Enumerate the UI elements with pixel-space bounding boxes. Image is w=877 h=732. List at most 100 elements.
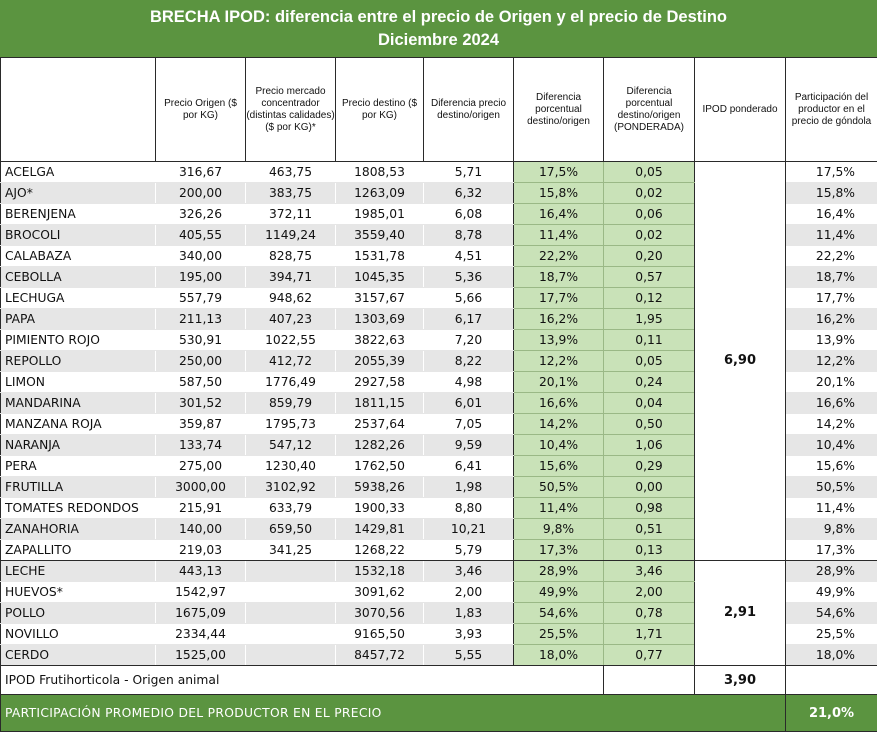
table-title: BRECHA IPOD: diferencia entre el precio …: [0, 0, 877, 57]
cell-ponderada: 0,02: [604, 183, 695, 204]
cell-diferencia: 5,66: [424, 288, 514, 309]
cell-diferencia: 7,20: [424, 330, 514, 351]
cell-pct: 22,2%: [514, 246, 604, 267]
ipod-ponderado-value: 6,90: [695, 162, 786, 561]
cell-diferencia: 5,55: [424, 645, 514, 666]
cell-precio-mercado: 1149,24: [246, 225, 336, 246]
footer-row: PARTICIPACIÓN PROMEDIO DEL PRODUCTOR EN …: [1, 695, 877, 732]
cell-pct: 49,9%: [514, 582, 604, 603]
header-ipod-ponderado: IPOD ponderado: [695, 58, 786, 162]
cell-precio-destino: 3091,62: [336, 582, 424, 603]
cell-ponderada: 0,02: [604, 225, 695, 246]
cell-participacion: 18,0%: [786, 645, 877, 666]
cell-product: TOMATES REDONDOS: [1, 498, 156, 519]
summary-row: IPOD Frutihorticola - Origen animal 3,90: [1, 666, 877, 695]
cell-pct: 10,4%: [514, 435, 604, 456]
cell-precio-origen: 2334,44: [156, 624, 246, 645]
cell-precio-mercado: 394,71: [246, 267, 336, 288]
cell-precio-origen: 326,26: [156, 204, 246, 225]
cell-participacion: 20,1%: [786, 372, 877, 393]
cell-precio-destino: 1429,81: [336, 519, 424, 540]
cell-product: NARANJA: [1, 435, 156, 456]
cell-participacion: 12,2%: [786, 351, 877, 372]
cell-precio-destino: 1985,01: [336, 204, 424, 225]
cell-precio-mercado: 1776,49: [246, 372, 336, 393]
cell-participacion: 18,7%: [786, 267, 877, 288]
cell-precio-mercado: [246, 561, 336, 582]
cell-pct: 16,6%: [514, 393, 604, 414]
cell-precio-origen: 587,50: [156, 372, 246, 393]
cell-product: CEBOLLA: [1, 267, 156, 288]
cell-precio-destino: 1045,35: [336, 267, 424, 288]
cell-ponderada: 0,57: [604, 267, 695, 288]
cell-ponderada: 0,11: [604, 330, 695, 351]
cell-precio-mercado: 547,12: [246, 435, 336, 456]
cell-product: NOVILLO: [1, 624, 156, 645]
cell-product: HUEVOS*: [1, 582, 156, 603]
cell-pct: 15,6%: [514, 456, 604, 477]
cell-diferencia: 1,98: [424, 477, 514, 498]
cell-ponderada: 1,71: [604, 624, 695, 645]
cell-pct: 50,5%: [514, 477, 604, 498]
cell-participacion: 15,6%: [786, 456, 877, 477]
cell-precio-destino: 5938,26: [336, 477, 424, 498]
cell-ponderada: 0,00: [604, 477, 695, 498]
cell-diferencia: 3,93: [424, 624, 514, 645]
cell-precio-destino: 1762,50: [336, 456, 424, 477]
summary-label: IPOD Frutihorticola - Origen animal: [1, 666, 604, 695]
cell-precio-mercado: 372,11: [246, 204, 336, 225]
cell-participacion: 50,5%: [786, 477, 877, 498]
cell-precio-destino: 1808,53: [336, 162, 424, 183]
cell-precio-origen: 133,74: [156, 435, 246, 456]
cell-product: AJO*: [1, 183, 156, 204]
cell-product: POLLO: [1, 603, 156, 624]
cell-precio-origen: 211,13: [156, 309, 246, 330]
cell-participacion: 54,6%: [786, 603, 877, 624]
cell-product: PAPA: [1, 309, 156, 330]
cell-product: CALABAZA: [1, 246, 156, 267]
cell-participacion: 14,2%: [786, 414, 877, 435]
cell-precio-mercado: 341,25: [246, 540, 336, 561]
cell-pct: 16,2%: [514, 309, 604, 330]
cell-diferencia: 5,79: [424, 540, 514, 561]
cell-precio-destino: 8457,72: [336, 645, 424, 666]
cell-diferencia: 8,78: [424, 225, 514, 246]
cell-ponderada: 0,51: [604, 519, 695, 540]
cell-precio-destino: 1531,78: [336, 246, 424, 267]
cell-precio-origen: 301,52: [156, 393, 246, 414]
cell-ponderada: 0,29: [604, 456, 695, 477]
cell-precio-origen: 200,00: [156, 183, 246, 204]
cell-diferencia: 6,08: [424, 204, 514, 225]
cell-participacion: 9,8%: [786, 519, 877, 540]
header-diferencia-ponderada: Diferencia porcentual destino/origen (PO…: [604, 58, 695, 162]
cell-ponderada: 2,00: [604, 582, 695, 603]
cell-precio-destino: 3822,63: [336, 330, 424, 351]
cell-precio-origen: 215,91: [156, 498, 246, 519]
summary-empty-2: [786, 666, 877, 695]
cell-pct: 9,8%: [514, 519, 604, 540]
cell-precio-destino: 1268,22: [336, 540, 424, 561]
cell-pct: 17,5%: [514, 162, 604, 183]
cell-participacion: 16,4%: [786, 204, 877, 225]
header-product: [1, 58, 156, 162]
cell-precio-mercado: [246, 645, 336, 666]
cell-pct: 17,7%: [514, 288, 604, 309]
header-precio-destino: Precio destino ($ por KG): [336, 58, 424, 162]
cell-precio-mercado: [246, 624, 336, 645]
cell-pct: 11,4%: [514, 498, 604, 519]
cell-participacion: 25,5%: [786, 624, 877, 645]
cell-pct: 20,1%: [514, 372, 604, 393]
cell-diferencia: 6,01: [424, 393, 514, 414]
cell-precio-mercado: 633,79: [246, 498, 336, 519]
cell-participacion: 17,3%: [786, 540, 877, 561]
header-participacion: Participación del productor en el precio…: [786, 58, 877, 162]
cell-precio-mercado: 412,72: [246, 351, 336, 372]
cell-participacion: 15,8%: [786, 183, 877, 204]
cell-precio-destino: 2537,64: [336, 414, 424, 435]
cell-product: BROCOLI: [1, 225, 156, 246]
cell-precio-destino: 3157,67: [336, 288, 424, 309]
cell-precio-origen: 359,87: [156, 414, 246, 435]
cell-precio-origen: 557,79: [156, 288, 246, 309]
